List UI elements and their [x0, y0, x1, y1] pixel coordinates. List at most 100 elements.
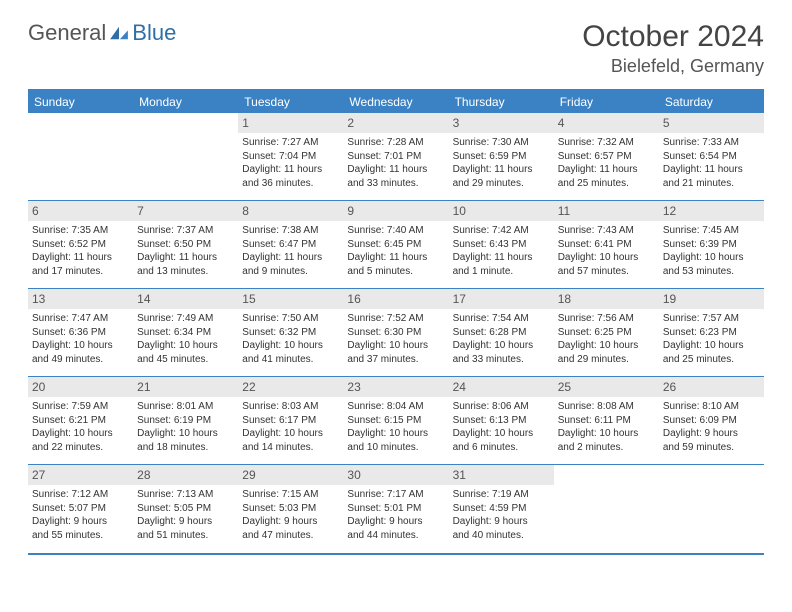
cell-line: Sunset: 7:04 PM: [242, 150, 339, 164]
cell-line: Daylight: 10 hours: [137, 339, 234, 353]
calendar-cell: 3Sunrise: 7:30 AMSunset: 6:59 PMDaylight…: [449, 113, 554, 201]
day-number: 21: [133, 377, 238, 397]
day-number: 25: [554, 377, 659, 397]
day-number: 14: [133, 289, 238, 309]
cell-line: Sunrise: 7:52 AM: [347, 312, 444, 326]
cell-line: and 17 minutes.: [32, 265, 129, 279]
dow-header: Saturday: [659, 91, 764, 113]
cell-line: Sunset: 6:23 PM: [663, 326, 760, 340]
day-number: 12: [659, 201, 764, 221]
day-number: 26: [659, 377, 764, 397]
calendar-cell: 21Sunrise: 8:01 AMSunset: 6:19 PMDayligh…: [133, 377, 238, 465]
day-number: 15: [238, 289, 343, 309]
dow-header: Friday: [554, 91, 659, 113]
logo: General Blue: [28, 20, 176, 46]
day-number: 29: [238, 465, 343, 485]
cell-line: Daylight: 10 hours: [663, 251, 760, 265]
calendar-cell: 22Sunrise: 8:03 AMSunset: 6:17 PMDayligh…: [238, 377, 343, 465]
cell-line: and 33 minutes.: [347, 177, 444, 191]
cell-line: Sunrise: 7:54 AM: [453, 312, 550, 326]
cell-line: Sunset: 6:17 PM: [242, 414, 339, 428]
cell-line: Sunset: 6:47 PM: [242, 238, 339, 252]
cell-line: Daylight: 11 hours: [453, 163, 550, 177]
cell-line: Daylight: 11 hours: [347, 163, 444, 177]
cell-line: Sunset: 4:59 PM: [453, 502, 550, 516]
calendar-cell: 2 Sunrise: 7:28 AMSunset: 7:01 PMDaylight…: [343, 113, 448, 201]
cell-line: Sunset: 5:01 PM: [347, 502, 444, 516]
cell-line: Sunrise: 7:13 AM: [137, 488, 234, 502]
day-number: 8: [238, 201, 343, 221]
cell-line: Sunrise: 8:03 AM: [242, 400, 339, 414]
cell-line: Sunrise: 7:28 AM: [347, 136, 444, 150]
calendar-cell: 12Sunrise: 7:45 AMSunset: 6:39 PMDayligh…: [659, 201, 764, 289]
cell-line: Sunrise: 7:45 AM: [663, 224, 760, 238]
cell-line: Sunset: 6:13 PM: [453, 414, 550, 428]
day-number: 13: [28, 289, 133, 309]
day-number: 11: [554, 201, 659, 221]
cell-line: Daylight: 9 hours: [663, 427, 760, 441]
cell-line: Daylight: 9 hours: [137, 515, 234, 529]
calendar-cell: 28Sunrise: 7:13 AMSunset: 5:05 PMDayligh…: [133, 465, 238, 553]
cell-line: Sunset: 6:32 PM: [242, 326, 339, 340]
cell-line: Daylight: 10 hours: [663, 339, 760, 353]
calendar-cell: 4Sunrise: 7:32 AMSunset: 6:57 PMDaylight…: [554, 113, 659, 201]
calendar-cell: 19Sunrise: 7:57 AMSunset: 6:23 PMDayligh…: [659, 289, 764, 377]
cell-line: Sunrise: 7:33 AM: [663, 136, 760, 150]
cell-line: and 41 minutes.: [242, 353, 339, 367]
day-number: 2: [343, 113, 448, 133]
day-number: 24: [449, 377, 554, 397]
day-number: 31: [449, 465, 554, 485]
cell-line: and 5 minutes.: [347, 265, 444, 279]
cell-line: and 53 minutes.: [663, 265, 760, 279]
cell-line: and 37 minutes.: [347, 353, 444, 367]
cell-line: Daylight: 10 hours: [558, 339, 655, 353]
cell-line: Sunset: 6:54 PM: [663, 150, 760, 164]
day-number: 16: [343, 289, 448, 309]
calendar-cell: .: [133, 113, 238, 201]
day-number: 6: [28, 201, 133, 221]
cell-line: and 40 minutes.: [453, 529, 550, 543]
day-number: 17: [449, 289, 554, 309]
cell-line: Sunrise: 7:38 AM: [242, 224, 339, 238]
day-number: 22: [238, 377, 343, 397]
month-title: October 2024: [582, 20, 764, 54]
calendar-cell: 7 Sunrise: 7:37 AMSunset: 6:50 PMDaylight…: [133, 201, 238, 289]
cell-line: Daylight: 10 hours: [32, 427, 129, 441]
day-number: 5: [659, 113, 764, 133]
cell-line: Sunset: 6:45 PM: [347, 238, 444, 252]
cell-line: and 29 minutes.: [453, 177, 550, 191]
cell-line: Daylight: 11 hours: [137, 251, 234, 265]
cell-line: and 9 minutes.: [242, 265, 339, 279]
cell-line: Sunset: 6:11 PM: [558, 414, 655, 428]
cell-line: Sunrise: 7:27 AM: [242, 136, 339, 150]
cell-line: and 29 minutes.: [558, 353, 655, 367]
cell-line: and 44 minutes.: [347, 529, 444, 543]
cell-line: Daylight: 10 hours: [453, 427, 550, 441]
cell-line: and 1 minute.: [453, 265, 550, 279]
cell-line: Sunset: 5:03 PM: [242, 502, 339, 516]
calendar-cell: .: [28, 113, 133, 201]
cell-line: and 36 minutes.: [242, 177, 339, 191]
cell-line: and 45 minutes.: [137, 353, 234, 367]
calendar-cell: 18Sunrise: 7:56 AMSunset: 6:25 PMDayligh…: [554, 289, 659, 377]
calendar-cell: 10Sunrise: 7:42 AMSunset: 6:43 PMDayligh…: [449, 201, 554, 289]
cell-line: Sunrise: 7:37 AM: [137, 224, 234, 238]
cell-line: Sunset: 7:01 PM: [347, 150, 444, 164]
cell-line: Sunrise: 7:35 AM: [32, 224, 129, 238]
calendar-cell: 20Sunrise: 7:59 AMSunset: 6:21 PMDayligh…: [28, 377, 133, 465]
cell-line: and 18 minutes.: [137, 441, 234, 455]
day-number: 30: [343, 465, 448, 485]
calendar-cell: .: [554, 465, 659, 553]
cell-line: Sunrise: 7:19 AM: [453, 488, 550, 502]
day-number: 7: [133, 201, 238, 221]
cell-line: Sunset: 6:43 PM: [453, 238, 550, 252]
cell-line: Sunrise: 7:56 AM: [558, 312, 655, 326]
calendar-cell: 8Sunrise: 7:38 AMSunset: 6:47 PMDaylight…: [238, 201, 343, 289]
cell-line: Daylight: 10 hours: [347, 339, 444, 353]
cell-line: Sunset: 6:50 PM: [137, 238, 234, 252]
cell-line: Sunrise: 8:01 AM: [137, 400, 234, 414]
calendar-cell: 24Sunrise: 8:06 AMSunset: 6:13 PMDayligh…: [449, 377, 554, 465]
cell-line: Sunrise: 7:40 AM: [347, 224, 444, 238]
cell-line: Sunrise: 7:57 AM: [663, 312, 760, 326]
header: General Blue October 2024 Bielefeld, Ger…: [28, 20, 764, 77]
